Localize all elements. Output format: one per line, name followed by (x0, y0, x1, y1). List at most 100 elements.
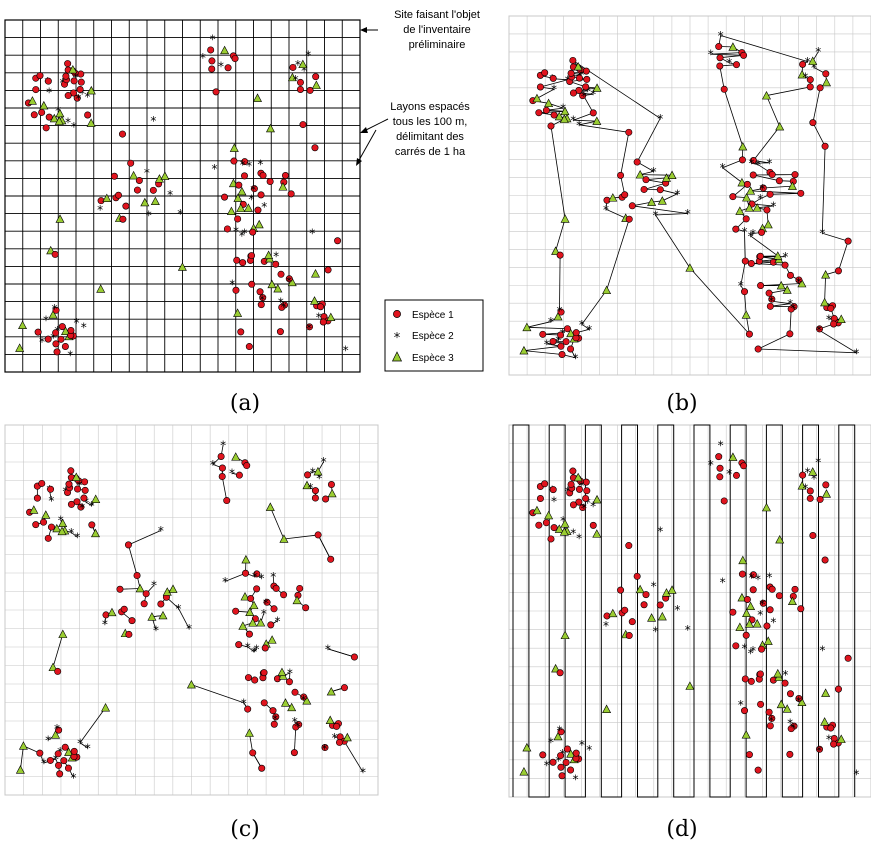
species1-marker (311, 494, 319, 502)
species2-marker: * (306, 321, 312, 335)
species3-marker (797, 69, 807, 79)
species1-marker (88, 521, 96, 529)
species1-marker (786, 690, 794, 698)
species1-marker (582, 494, 590, 502)
species3-marker (342, 732, 352, 742)
species1-marker (260, 699, 268, 707)
species1-marker (125, 630, 133, 638)
species3-marker (776, 699, 786, 709)
species1-marker (257, 191, 265, 199)
species1-marker (575, 485, 583, 493)
species3-marker (763, 636, 773, 645)
caption-d: (d) (666, 817, 697, 842)
species1-marker (742, 631, 750, 639)
species2-marker: * (272, 712, 278, 726)
species2-marker: * (782, 668, 788, 682)
species1-marker (791, 585, 799, 593)
species1-marker (541, 480, 549, 488)
species3-marker (782, 704, 792, 713)
species2-marker: * (41, 756, 47, 770)
species1-marker (44, 534, 52, 542)
species3-marker (836, 314, 846, 323)
species2-marker: * (826, 733, 832, 747)
species2-marker: * (742, 642, 748, 656)
species2-marker: * (750, 644, 756, 658)
species1-marker (557, 752, 565, 760)
species1-marker (280, 591, 288, 599)
species2-marker: * (246, 159, 252, 173)
species3-marker (773, 251, 783, 260)
species1-marker (334, 237, 342, 245)
species2-marker: * (65, 116, 71, 130)
species1-marker (816, 325, 824, 333)
species1-marker (223, 225, 231, 233)
species3-marker (551, 663, 561, 673)
species3-marker (249, 600, 259, 610)
species2-marker: * (360, 766, 366, 780)
caption-b: (b) (666, 391, 697, 416)
species3-marker (68, 64, 78, 74)
species1-marker (73, 94, 81, 102)
species2-marker: * (240, 158, 246, 172)
species2-marker: * (295, 720, 301, 734)
species1-marker (258, 764, 266, 772)
species2-marker: * (548, 315, 554, 329)
species1-marker (732, 225, 740, 233)
species3-marker (158, 610, 168, 620)
species1-marker (844, 654, 852, 662)
species1-marker (743, 595, 751, 603)
species3-marker (267, 635, 277, 644)
species1-marker (557, 342, 565, 350)
species1-marker (240, 172, 248, 180)
species2-marker: * (43, 313, 49, 327)
species3-marker (287, 72, 297, 82)
species3-marker (55, 108, 65, 118)
species3-marker (298, 59, 308, 69)
species2-marker: * (310, 465, 316, 479)
neighbour-link (128, 530, 161, 546)
species1-marker (758, 645, 766, 653)
species1-marker (816, 745, 824, 753)
species1-marker (765, 708, 773, 716)
species2-marker: * (770, 199, 776, 213)
species1-marker (253, 585, 261, 593)
species1-marker (569, 89, 577, 97)
species1-marker (754, 766, 762, 774)
species2-marker: * (53, 752, 59, 766)
species1-marker (549, 74, 557, 82)
species3-marker (254, 219, 264, 229)
species1-marker (579, 92, 587, 100)
species1-marker (759, 184, 767, 192)
species1-marker (830, 320, 838, 328)
species2-marker: * (787, 297, 793, 311)
species1-marker (52, 329, 60, 337)
species1-marker (806, 76, 814, 84)
species2-marker: * (790, 721, 796, 735)
species1-marker (563, 325, 571, 333)
species3-marker (57, 526, 67, 536)
species1-marker (569, 467, 577, 475)
species1-marker (633, 572, 641, 580)
species3-marker (820, 717, 830, 726)
neighbour-link (85, 501, 92, 506)
neighbour-link (178, 608, 190, 629)
species1-marker (589, 521, 597, 529)
species1-marker (539, 751, 547, 759)
species2-marker: * (229, 467, 235, 481)
species1-marker (36, 749, 44, 757)
species1-marker (715, 43, 723, 51)
species2-marker: * (67, 349, 73, 363)
species2-marker: * (726, 56, 732, 70)
species1-marker (741, 675, 749, 683)
species1-marker (110, 172, 118, 180)
species1-marker (241, 158, 249, 166)
species2-marker: * (750, 227, 756, 241)
species3-marker (160, 171, 170, 180)
species1-marker (625, 542, 633, 550)
neighbour-link (293, 727, 297, 753)
species2-marker: * (273, 249, 279, 263)
species2-marker: * (287, 667, 293, 681)
species2-marker: * (653, 625, 659, 639)
species1-marker (55, 761, 63, 769)
species1-marker (844, 237, 852, 245)
